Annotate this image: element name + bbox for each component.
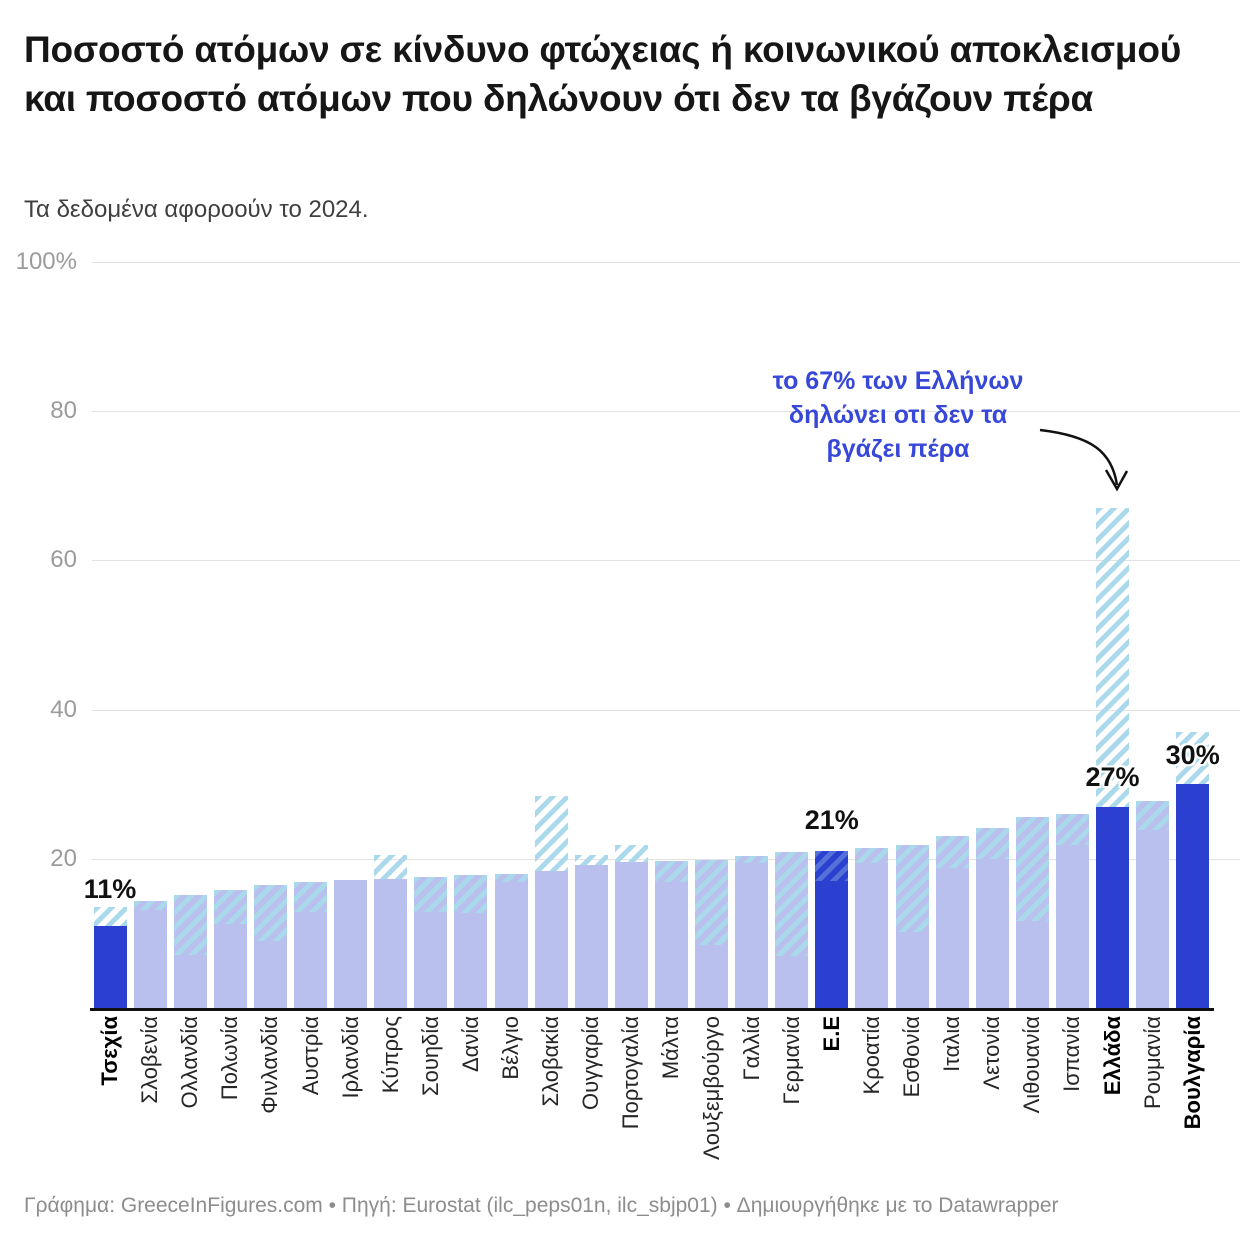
bar-hatch-Δανία — [454, 875, 488, 914]
x-axis-label-Γερμανία: Γερμανία — [778, 1016, 804, 1105]
x-axis-label-Μάλτα: Μάλτα — [658, 1016, 684, 1080]
bar-column-Τσεχία[interactable] — [93, 925, 127, 1008]
bar-column-Ρουμανία[interactable] — [1136, 800, 1170, 1008]
bar-hatch-Φινλανδία — [253, 884, 287, 941]
bar-hatch-Ολλανδία — [173, 894, 207, 956]
value-label-Τσεχία: 11% — [83, 874, 137, 905]
bar-column-Κροατία[interactable] — [855, 847, 889, 1008]
bar-column-Κύπρος[interactable] — [374, 878, 408, 1008]
bar-hatch-Μάλτα — [654, 861, 688, 882]
bar-hatch-Ρουμανία — [1136, 800, 1170, 830]
x-axis-label-Ε.Ε: Ε.Ε — [818, 1016, 844, 1052]
x-axis-label-Ουγγαρία: Ουγγαρία — [578, 1016, 604, 1110]
y-axis-tick-label: 40 — [50, 695, 77, 723]
x-axis-label-Ιταλια: Ιταλια — [939, 1016, 965, 1072]
bar-hatch-Ισπανία — [1055, 814, 1089, 846]
bar-hatch-Γερμανία — [775, 852, 809, 956]
gridline-60 — [92, 560, 1240, 562]
x-axis-label-Πορτογαλία: Πορτογαλία — [618, 1016, 644, 1130]
bar-column-Ιρλανδία[interactable] — [334, 880, 368, 1008]
x-axis-label-Βέλγιο: Βέλγιο — [498, 1016, 523, 1080]
annotation-text: το 67% των Ελλήνων δηλώνει οτι δεν τα βγ… — [772, 367, 1024, 463]
y-axis-tick-label: 100% — [15, 248, 77, 275]
bar-column-Ε.Ε[interactable] — [815, 851, 849, 1008]
x-axis-label-Σουηδία: Σουηδία — [417, 1016, 443, 1096]
bar-hatch-Λουξεμβούργο — [695, 859, 728, 945]
bar-column-Γαλλία[interactable] — [735, 855, 769, 1008]
gridline-100 — [92, 262, 1240, 263]
bar-column-Σλοβενία[interactable] — [133, 901, 167, 1008]
bar-hatch-Σλοβακία — [534, 796, 568, 872]
bar-hatch-Λιθουανία — [1015, 817, 1049, 922]
bar-hatch-Ε.Ε — [815, 851, 849, 882]
bar-hatch-Κροατία — [855, 847, 889, 863]
bar-hatch-Εσθονία — [895, 845, 929, 932]
gridline-80 — [92, 411, 1240, 413]
x-axis-label-Ρουμανία: Ρουμανία — [1139, 1016, 1165, 1109]
bar-hatch-Κύπρος — [374, 855, 408, 879]
x-axis-label-Κύπρος: Κύπρος — [377, 1016, 403, 1094]
x-axis-label-Λετονία: Λετονία — [979, 1016, 1005, 1090]
x-axis-label-Σλοβενία: Σλοβενία — [137, 1016, 163, 1104]
x-axis-label-Κροατία: Κροατία — [858, 1016, 884, 1095]
bar-hatch-Λετονία — [975, 828, 1009, 859]
value-label-Ελλάδα: 27% — [1085, 761, 1140, 792]
gridline-40 — [92, 709, 1240, 711]
y-axis-tick-label: 20 — [50, 844, 77, 872]
bar-hatch-Βέλγιο — [494, 873, 528, 882]
x-axis-label-Ελλάδα: Ελλάδα — [1099, 1016, 1125, 1096]
bar-column-Μάλτα[interactable] — [654, 861, 688, 1008]
x-axis-label-Ολλανδία: Ολλανδία — [177, 1016, 203, 1109]
x-axis-label-Φινλανδία: Φινλανδία — [257, 1016, 283, 1114]
x-axis-label-Εσθονία: Εσθονία — [899, 1016, 924, 1098]
bar-hatch-Ελλάδα — [1096, 508, 1129, 807]
y-axis-tick-label: 80 — [50, 397, 77, 425]
bar-column-Σλοβακία[interactable] — [534, 871, 568, 1008]
gridline-20 — [92, 858, 1240, 860]
footer-credit: Γράφημα: GreeceInFigures.com • Πηγή: Eur… — [24, 1194, 1059, 1217]
x-axis-label-Πολωνία: Πολωνία — [217, 1016, 243, 1101]
y-axis-tick-label: 60 — [50, 546, 77, 574]
bar-hatch-Γαλλία — [735, 855, 769, 863]
x-axis-label-Ισπανία: Ισπανία — [1059, 1016, 1085, 1092]
bar-column-Βέλγιο[interactable] — [494, 873, 528, 1008]
bar-column-Ουγγαρία[interactable] — [574, 864, 608, 1008]
value-label-Βουλγαρία: 30% — [1165, 740, 1220, 771]
bar-hatch-Ιταλια — [935, 836, 969, 869]
x-axis-label-Σλοβακία: Σλοβακία — [538, 1016, 564, 1107]
x-axis-label-Αυστρία: Αυστρία — [297, 1016, 323, 1096]
bar-column-Πορτογαλία[interactable] — [614, 861, 648, 1008]
x-axis-label-Τσεχία: Τσεχία — [97, 1016, 122, 1086]
bar-hatch-Ουγγαρία — [574, 855, 608, 865]
value-label-Ε.Ε: 21% — [804, 804, 859, 835]
bar-column-Ελλάδα[interactable] — [1096, 806, 1129, 1008]
bar-hatch-Βουλγαρία — [1176, 731, 1210, 785]
bar-column-Βουλγαρία[interactable] — [1176, 784, 1210, 1008]
bar-hatch-Σουηδία — [414, 876, 448, 912]
page-subtitle: Τα δεδομένα αφοροούν το 2024. — [24, 196, 369, 223]
bar-hatch-Πολωνία — [213, 890, 247, 924]
page-title: Ποσοστό ατόμων σε κίνδυνο φτώχειας ή κοι… — [24, 29, 1182, 119]
x-axis-baseline — [90, 1008, 1214, 1011]
x-axis-label-Γαλλία: Γαλλία — [738, 1016, 764, 1081]
bar-hatch-Αυστρία — [294, 881, 327, 912]
x-axis-label-Ιρλανδία: Ιρλανδία — [337, 1016, 363, 1099]
x-axis-label-Βουλγαρία: Βουλγαρία — [1179, 1016, 1205, 1130]
x-axis-label-Λουξεμβούργο: Λουξεμβούργο — [698, 1016, 724, 1160]
bar-hatch-Πορτογαλία — [614, 844, 648, 862]
bar-hatch-Τσεχία — [93, 907, 127, 926]
bar-column-Ισπανία[interactable] — [1055, 814, 1089, 1008]
x-axis-label-Λιθουανία: Λιθουανία — [1019, 1016, 1045, 1114]
x-axis-label-Δανία: Δανία — [457, 1016, 483, 1073]
bar-hatch-Σλοβενία — [133, 901, 167, 910]
